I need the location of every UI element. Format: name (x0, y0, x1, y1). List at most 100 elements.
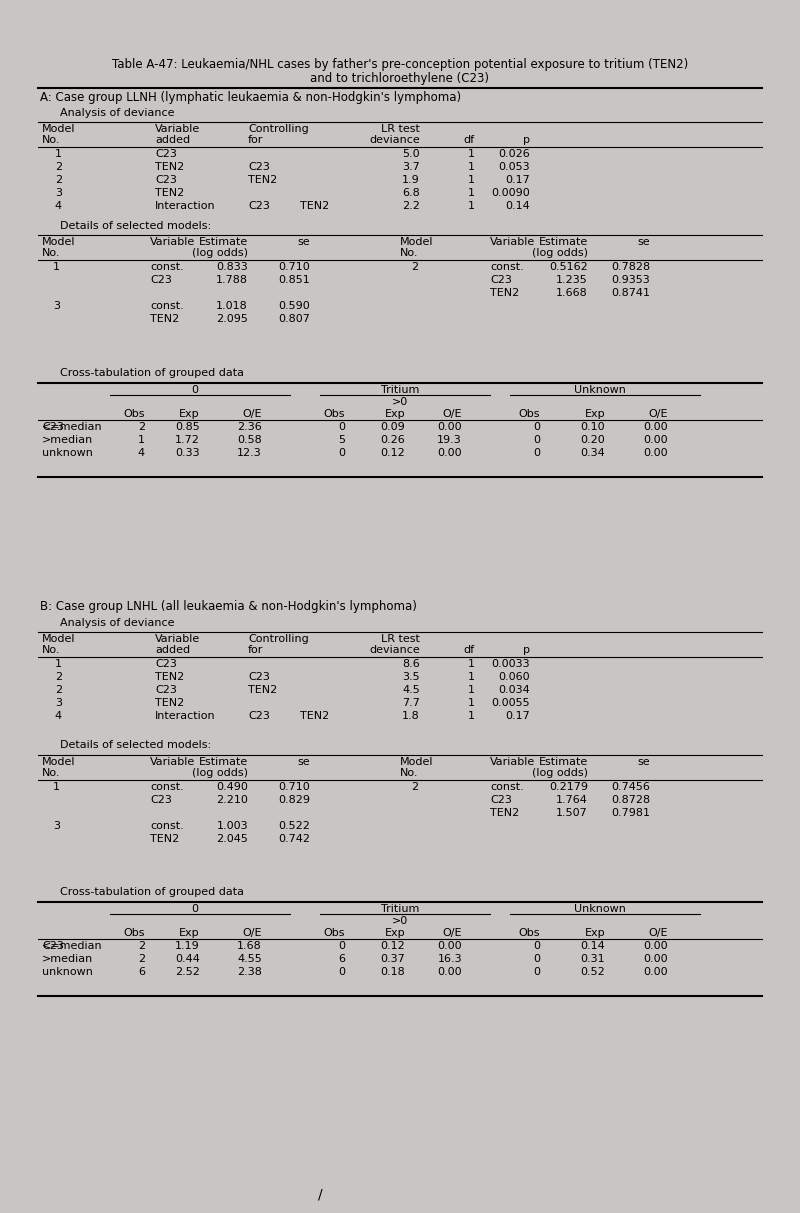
Text: 2: 2 (138, 953, 145, 964)
Text: (log odds): (log odds) (532, 247, 588, 258)
Text: and to trichloroethylene (C23): and to trichloroethylene (C23) (310, 72, 490, 85)
Text: 1.003: 1.003 (216, 821, 248, 831)
Text: 2.210: 2.210 (216, 795, 248, 805)
Text: Details of selected models:: Details of selected models: (60, 221, 211, 230)
Text: 0.490: 0.490 (216, 782, 248, 792)
Text: se: se (638, 237, 650, 247)
Text: unknown: unknown (42, 967, 93, 976)
Text: 0: 0 (338, 941, 345, 951)
Text: Variable: Variable (150, 757, 195, 767)
Text: Variable: Variable (155, 124, 200, 133)
Text: 0.8728: 0.8728 (611, 795, 650, 805)
Text: Interaction: Interaction (155, 711, 216, 721)
Text: 0.2179: 0.2179 (549, 782, 588, 792)
Text: 0.44: 0.44 (175, 953, 200, 964)
Text: TEN2: TEN2 (155, 163, 184, 172)
Text: TEN2: TEN2 (155, 697, 184, 708)
Text: se: se (298, 237, 310, 247)
Text: 0.7456: 0.7456 (611, 782, 650, 792)
Text: 4: 4 (55, 711, 62, 721)
Text: 16.3: 16.3 (438, 953, 462, 964)
Text: Variable: Variable (155, 634, 200, 644)
Text: 0.00: 0.00 (643, 448, 668, 459)
Text: No.: No. (42, 247, 61, 258)
Text: const.: const. (150, 262, 184, 272)
Text: C23: C23 (248, 672, 270, 682)
Text: C23: C23 (248, 201, 270, 211)
Text: Estimate: Estimate (198, 237, 248, 247)
Text: 0.10: 0.10 (580, 422, 605, 432)
Text: O/E: O/E (442, 928, 462, 938)
Text: 0.5162: 0.5162 (550, 262, 588, 272)
Text: 1: 1 (468, 672, 475, 682)
Text: Analysis of deviance: Analysis of deviance (60, 108, 174, 118)
Text: TEN2: TEN2 (300, 201, 330, 211)
Text: O/E: O/E (442, 409, 462, 418)
Text: TEN2: TEN2 (490, 808, 519, 818)
Text: 2.52: 2.52 (175, 967, 200, 976)
Text: 5: 5 (338, 435, 345, 445)
Text: 0.00: 0.00 (438, 422, 462, 432)
Text: Obs: Obs (323, 928, 345, 938)
Text: 1.8: 1.8 (402, 711, 420, 721)
Text: added: added (155, 135, 190, 146)
Text: TEN2: TEN2 (150, 835, 179, 844)
Text: O/E: O/E (242, 409, 262, 418)
Text: 6: 6 (138, 967, 145, 976)
Text: 0.00: 0.00 (643, 941, 668, 951)
Text: LR test: LR test (381, 124, 420, 133)
Text: 2.045: 2.045 (216, 835, 248, 844)
Text: 0.20: 0.20 (580, 435, 605, 445)
Text: No.: No. (42, 645, 61, 655)
Text: >0: >0 (392, 397, 408, 408)
Text: 0.00: 0.00 (643, 435, 668, 445)
Text: Interaction: Interaction (155, 201, 216, 211)
Text: 1.018: 1.018 (216, 301, 248, 311)
Text: Controlling: Controlling (248, 124, 309, 133)
Text: 3: 3 (53, 301, 60, 311)
Text: C23: C23 (248, 711, 270, 721)
Text: 0.00: 0.00 (438, 448, 462, 459)
Text: 2: 2 (411, 782, 418, 792)
Text: Variable: Variable (490, 757, 535, 767)
Text: 19.3: 19.3 (438, 435, 462, 445)
Text: TEN2: TEN2 (155, 188, 184, 198)
Text: 3: 3 (55, 188, 62, 198)
Text: 0: 0 (533, 967, 540, 976)
Text: 4.5: 4.5 (402, 685, 420, 695)
Text: 0.0090: 0.0090 (491, 188, 530, 198)
Text: 1.235: 1.235 (556, 275, 588, 285)
Text: Obs: Obs (123, 409, 145, 418)
Text: 0.833: 0.833 (216, 262, 248, 272)
Text: C23: C23 (150, 275, 172, 285)
Text: TEN2: TEN2 (248, 685, 278, 695)
Text: 0.31: 0.31 (580, 953, 605, 964)
Text: 0.00: 0.00 (643, 422, 668, 432)
Text: B: Case group LNHL (all leukaemia & non-Hodgkin's lymphoma): B: Case group LNHL (all leukaemia & non-… (40, 600, 417, 613)
Text: 1: 1 (468, 163, 475, 172)
Text: 0.00: 0.00 (643, 967, 668, 976)
Text: const.: const. (150, 301, 184, 311)
Text: 1.788: 1.788 (216, 275, 248, 285)
Text: df: df (464, 645, 475, 655)
Text: 0.807: 0.807 (278, 314, 310, 324)
Text: 2: 2 (138, 422, 145, 432)
Text: 1.19: 1.19 (175, 941, 200, 951)
Text: se: se (638, 757, 650, 767)
Text: Tritium: Tritium (381, 904, 419, 915)
Text: 1: 1 (55, 659, 62, 670)
Text: 0: 0 (533, 448, 540, 459)
Text: 0.17: 0.17 (506, 711, 530, 721)
Text: Cross-tabulation of grouped data: Cross-tabulation of grouped data (60, 368, 244, 378)
Text: <=median: <=median (42, 941, 102, 951)
Text: const.: const. (150, 821, 184, 831)
Text: A: Case group LLNH (lymphatic leukaemia & non-Hodgkin's lymphoma): A: Case group LLNH (lymphatic leukaemia … (40, 91, 461, 104)
Text: 1: 1 (468, 201, 475, 211)
Text: 1: 1 (468, 149, 475, 159)
Text: 1: 1 (468, 697, 475, 708)
Text: C23: C23 (155, 685, 177, 695)
Text: 1: 1 (55, 149, 62, 159)
Text: 2: 2 (138, 941, 145, 951)
Text: 0.742: 0.742 (278, 835, 310, 844)
Text: 6: 6 (338, 953, 345, 964)
